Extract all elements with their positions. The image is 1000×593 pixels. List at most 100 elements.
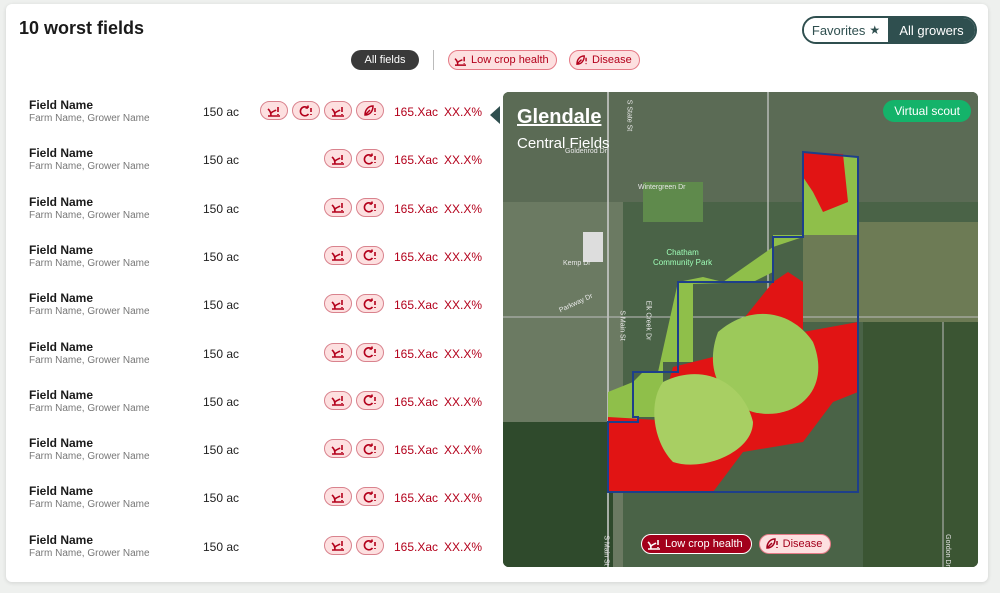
field-name: Field Name <box>29 436 94 451</box>
field-name: Field Name <box>29 339 94 354</box>
low-crop-health-icon[interactable] <box>324 535 352 555</box>
field-affected-percent: XX.X% <box>444 346 483 361</box>
field-row[interactable]: Field Name Farm Name, Grower Name 150 ac 16… <box>0 430 490 478</box>
field-alert-icons <box>324 535 384 555</box>
reinfection-icon[interactable] <box>356 390 384 410</box>
field-alert-icons <box>324 342 384 362</box>
road-label: Gordon Dr <box>943 534 951 567</box>
field-affected-acres: 165.Xac <box>394 105 439 119</box>
favorites-toggle[interactable]: Favorites ★ <box>804 18 888 42</box>
field-affected-percent: XX.X% <box>444 105 483 119</box>
map-field-title[interactable]: Glendale <box>517 106 602 128</box>
field-farm-grower: Farm Name, Grower Name <box>29 499 150 511</box>
field-row[interactable]: Field Name Farm Name, Grower Name 150 ac 16… <box>0 92 500 140</box>
reinfection-icon[interactable] <box>356 439 384 459</box>
field-row[interactable]: Field Name Farm Name, Grower Name 150 ac 16… <box>0 285 490 333</box>
star-icon: ★ <box>869 23 881 37</box>
reinfection-icon[interactable] <box>356 245 384 265</box>
reinfection-icon[interactable] <box>356 294 384 314</box>
field-name: Field Name <box>29 484 94 499</box>
field-alert-icons <box>324 197 384 217</box>
field-acres: 150 ac <box>203 346 240 361</box>
field-affected-acres: 165.Xac <box>394 249 439 264</box>
reinfection-icon[interactable] <box>356 149 384 169</box>
field-row[interactable]: Field Name Farm Name, Grower Name 150 ac 16… <box>0 478 490 526</box>
legend-disease[interactable]: Disease <box>758 534 832 554</box>
virtual-scout-button[interactable]: Virtual scout <box>883 100 971 122</box>
low-crop-health-icon[interactable] <box>324 487 352 507</box>
field-name: Field Name <box>29 242 94 257</box>
field-farm-grower: Farm Name, Grower Name <box>29 547 150 559</box>
field-alert-icons <box>324 294 384 314</box>
field-affected-percent: XX.X% <box>444 539 483 554</box>
reinfection-icon[interactable] <box>356 197 384 217</box>
field-row[interactable]: Field Name Farm Name, Grower Name 150 ac 16… <box>0 140 490 188</box>
legend-low-crop-health[interactable]: Low crop health <box>641 534 752 554</box>
low-crop-health-icon[interactable] <box>324 294 352 314</box>
field-acres: 150 ac <box>203 153 240 168</box>
low-crop-health-icon[interactable] <box>324 439 352 459</box>
field-farm-grower: Farm Name, Grower Name <box>29 306 150 318</box>
low-crop-health-icon[interactable] <box>260 101 288 120</box>
reinfection-icon[interactable] <box>356 342 384 362</box>
road-label: S State St <box>625 99 633 132</box>
park-label-line-2: Community Park <box>653 258 713 267</box>
low-crop-health-icon[interactable] <box>324 149 352 169</box>
disease-icon[interactable] <box>356 101 384 120</box>
disease-icon <box>576 54 587 65</box>
field-farm-grower: Farm Name, Grower Name <box>29 257 150 269</box>
filter-all-fields[interactable]: All fields <box>351 50 419 70</box>
disease-icon <box>765 538 778 549</box>
field-acres: 150 ac <box>203 491 240 506</box>
field-row[interactable]: Field Name Farm Name, Grower Name 150 ac 16… <box>0 237 490 285</box>
field-acres: 150 ac <box>203 105 240 119</box>
filter-low-crop-health[interactable]: Low crop health <box>448 50 557 70</box>
low-crop-health-icon[interactable] <box>324 197 352 217</box>
field-name: Field Name <box>29 532 94 547</box>
map-park-label: Chatham Community Park <box>653 248 712 268</box>
all-growers-toggle[interactable]: All growers <box>888 18 975 42</box>
grower-scope-toggle[interactable]: Favorites ★ All growers <box>802 16 977 44</box>
field-affected-percent: XX.X% <box>444 394 483 409</box>
reinfection-icon[interactable] <box>356 535 384 555</box>
field-name: Field Name <box>29 194 94 209</box>
filter-disease-label: Disease <box>592 54 632 66</box>
road-label: Elk Creek Dr <box>644 300 652 341</box>
field-farm-grower: Farm Name, Grower Name <box>29 161 150 173</box>
field-alert-icons <box>324 149 384 169</box>
field-farm-grower: Farm Name, Grower Name <box>29 354 150 366</box>
low-crop-health-icon[interactable] <box>324 342 352 362</box>
field-row[interactable]: Field Name Farm Name, Grower Name 150 ac 16… <box>0 189 490 237</box>
field-farm-grower: Farm Name, Grower Name <box>29 209 150 221</box>
reinfection-icon[interactable] <box>292 101 320 120</box>
field-affected-acres: 165.Xac <box>394 201 439 216</box>
field-farm-grower: Farm Name, Grower Name <box>29 451 150 463</box>
field-name: Field Name <box>29 291 94 306</box>
field-acres: 150 ac <box>203 443 240 458</box>
satellite-map-image <box>503 92 978 567</box>
field-acres: 150 ac <box>203 201 240 216</box>
field-acres: 150 ac <box>203 394 240 409</box>
field-alert-icons <box>324 390 384 410</box>
map-field-subtitle: Central Fields <box>517 135 610 152</box>
field-row[interactable]: Field Name Farm Name, Grower Name 150 ac 16… <box>0 334 490 382</box>
low-crop-health-icon <box>647 540 660 550</box>
field-alert-icons <box>324 245 384 265</box>
map-legend: Low crop health Disease <box>641 534 832 554</box>
field-affected-acres: 165.Xac <box>394 153 439 168</box>
field-alert-icons <box>260 101 384 120</box>
field-affected-percent: XX.X% <box>444 153 483 168</box>
low-crop-health-icon[interactable] <box>324 245 352 265</box>
field-row[interactable]: Field Name Farm Name, Grower Name 150 ac 16… <box>0 382 490 430</box>
field-row[interactable]: Field Name Farm Name, Grower Name 150 ac 16… <box>0 527 490 575</box>
legend-low-label: Low crop health <box>665 538 743 550</box>
field-acres: 150 ac <box>203 298 240 313</box>
field-map[interactable]: Glendale Central Fields Virtual scout Ch… <box>503 92 978 567</box>
field-acres: 150 ac <box>203 539 240 554</box>
reinfection-icon[interactable] <box>356 487 384 507</box>
low-crop-health-icon[interactable] <box>324 101 352 120</box>
low-crop-health-icon[interactable] <box>324 390 352 410</box>
road-label: S Main St <box>602 535 610 566</box>
filter-disease[interactable]: Disease <box>569 50 640 70</box>
road-label: Wintergreen Dr <box>638 184 686 191</box>
